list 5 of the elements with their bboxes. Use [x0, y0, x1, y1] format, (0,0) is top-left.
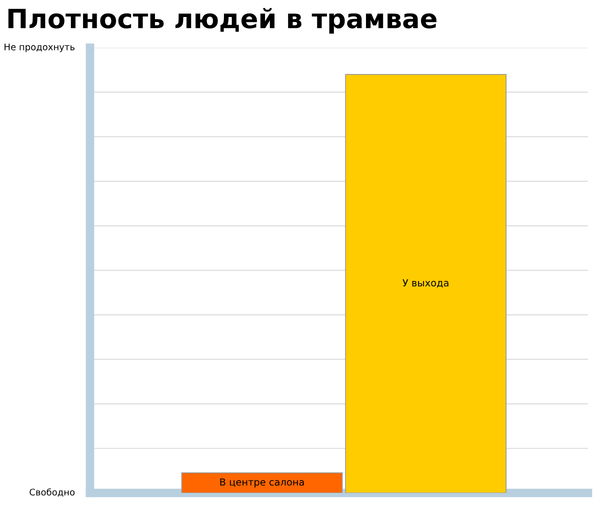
- text: Не продохнуть: [4, 44, 75, 52]
- chart-title: Плотность людей в трамвае: [8, 8, 436, 34]
- x-tick-label: У выхода: [402, 279, 448, 288]
- x-tick-label: В центре салона: [220, 478, 304, 488]
- text: Свободно: [30, 488, 75, 497]
